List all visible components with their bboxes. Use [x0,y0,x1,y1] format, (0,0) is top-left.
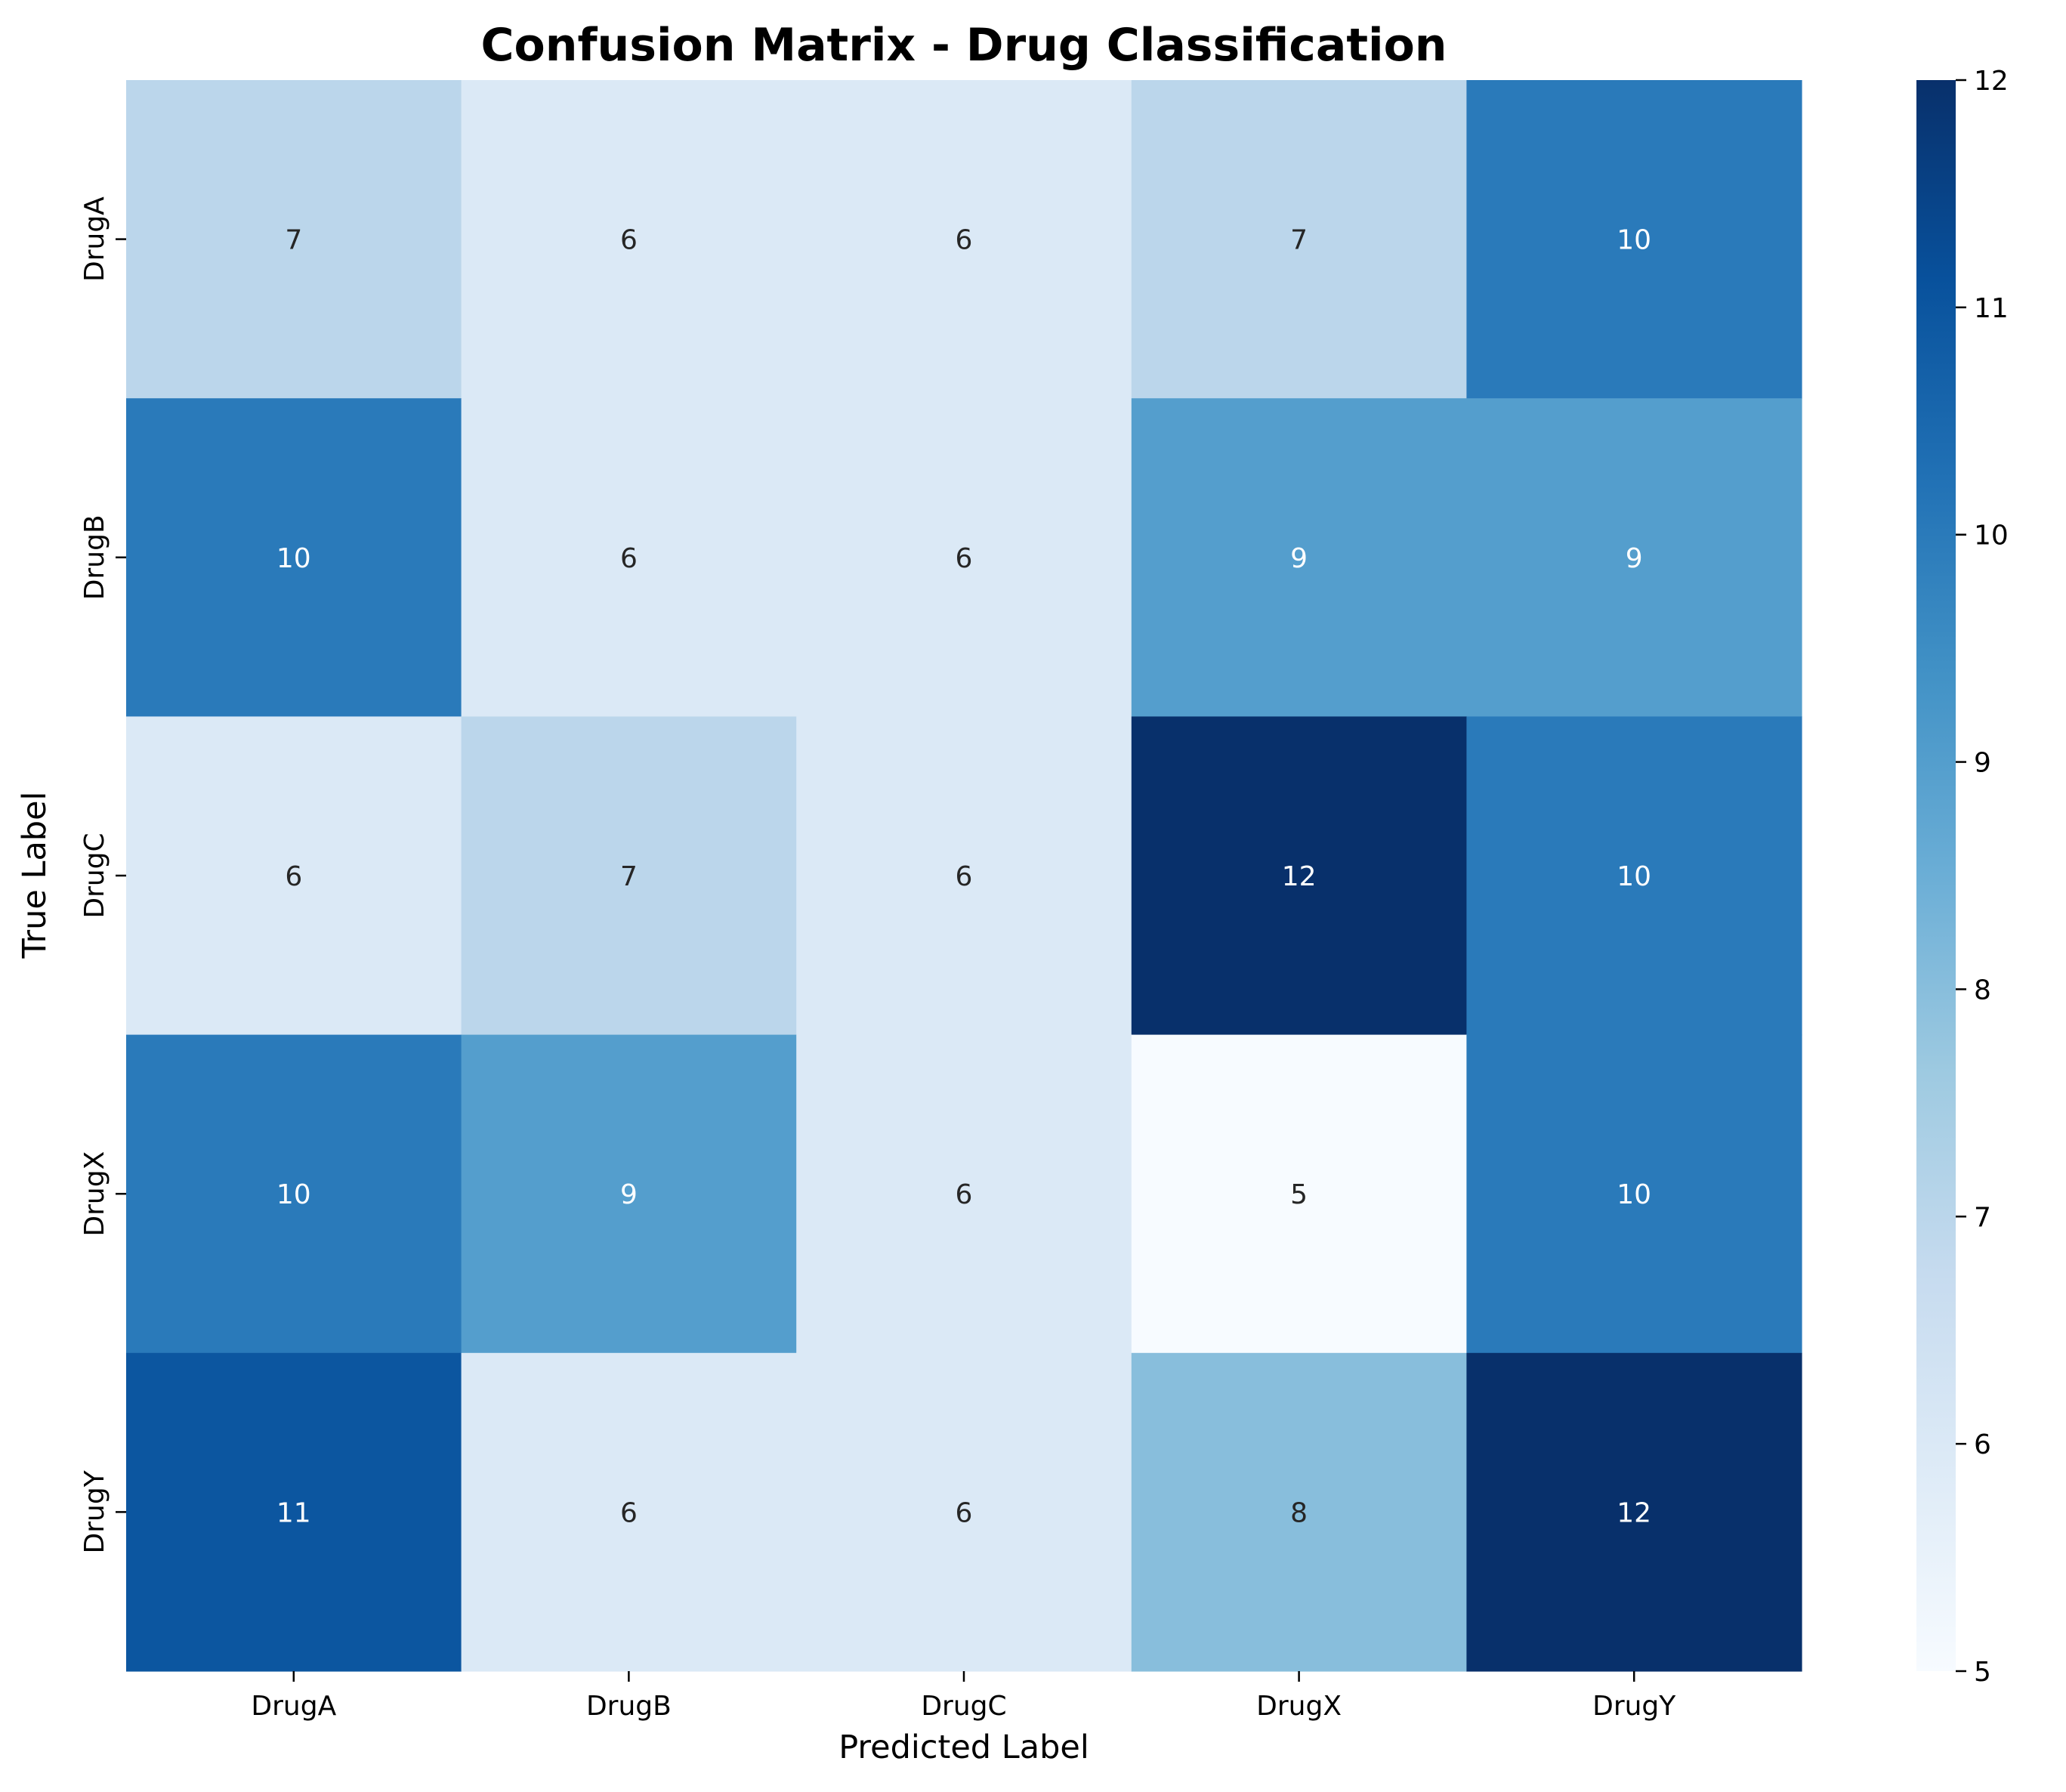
cell-value-label: 12 [1617,1497,1651,1528]
heatmap-cell-drugx-drugb [461,1034,797,1354]
cell-value-label: 5 [1290,1179,1308,1210]
cell-value-label: 9 [1290,543,1308,574]
heatmap-cell-drugx-drugc [796,1034,1132,1354]
cell-value-label: 9 [1626,543,1643,574]
colorbar-tick-label: 6 [1974,1429,1991,1460]
heatmap-cell-drugy-drugc [796,1352,1132,1672]
heatmap-cell-drugc-drugc [796,716,1132,1036]
heatmap-cell-drugx-drugx [1131,1034,1467,1354]
y-axis-ticks: DrugA DrugB DrugC DrugX DrugY [79,196,126,1553]
heatmap-cell-drugx-drugy [1466,1034,1802,1354]
y-tick-label: DrugA [79,196,110,282]
colorbar-tick-label: 11 [1974,293,2009,324]
cell-value-label: 10 [276,543,311,574]
heatmap-cells [126,80,1802,1672]
cell-value-label: 7 [620,861,638,892]
heatmap-cell-druga-drugy [1466,80,1802,399]
heatmap-cell-drugb-drugx [1131,398,1467,717]
y-axis-label: True Label [16,791,54,959]
heatmap-cell-druga-drugb [461,80,797,399]
colorbar-tick-label: 8 [1974,975,1991,1006]
cell-value-label: 10 [1617,861,1651,892]
heatmap-cell-drugb-drugc [796,398,1132,717]
cell-value-label: 10 [1617,1179,1651,1210]
colorbar [1916,80,1956,1671]
cell-value-label: 6 [620,1497,638,1528]
heatmap-cell-drugy-drugx [1131,1352,1467,1672]
x-tick-label: DrugY [1592,1691,1676,1722]
y-tick-label: DrugB [79,514,110,600]
cell-value-label: 6 [620,225,638,256]
heatmap-cell-druga-druga [126,80,462,399]
heatmap-cell-drugy-drugb [461,1352,797,1672]
cell-value-label: 6 [956,861,973,892]
x-axis-label: Predicted Label [838,1729,1089,1766]
cell-value-label: 10 [1617,225,1651,256]
heatmap-cell-labels: 7 6 6 7 10 10 6 6 9 9 6 7 6 12 10 10 9 6 5 10 11 6 6 8 12 [276,225,1651,1529]
cell-value-label: 7 [1290,225,1308,256]
cell-value-label: 6 [285,861,302,892]
cell-value-label: 10 [276,1179,311,1210]
x-axis-ticks: DrugA DrugB DrugC DrugX DrugY [251,1671,1676,1722]
heatmap-cell-drugc-druga [126,716,462,1036]
heatmap-cell-druga-drugc [796,80,1132,399]
cell-value-label: 11 [276,1497,311,1528]
colorbar-tick-label: 5 [1974,1657,1991,1688]
x-tick-label: DrugA [251,1691,336,1722]
x-tick-label: DrugX [1256,1691,1342,1722]
heatmap-cell-drugb-druga [126,398,462,717]
cell-value-label: 9 [620,1179,638,1210]
cell-value-label: 6 [620,543,638,574]
x-tick-label: DrugB [586,1691,672,1722]
y-tick-label: DrugX [79,1151,110,1237]
cell-value-label: 6 [956,1179,973,1210]
y-tick-label: DrugY [79,1469,110,1553]
cell-value-label: 7 [285,225,302,256]
x-tick-label: DrugC [921,1691,1006,1722]
cell-value-label: 8 [1290,1497,1308,1528]
cell-value-label: 12 [1282,861,1317,892]
y-tick-label: DrugC [79,833,110,918]
heatmap-cell-drugy-druga [126,1352,462,1672]
heatmap-cell-drugy-drugy [1466,1352,1802,1672]
colorbar-tick-label: 9 [1974,748,1991,779]
colorbar-tick-label: 12 [1974,66,2009,97]
heatmap-cell-drugx-druga [126,1034,462,1354]
heatmap-cell-drugc-drugb [461,716,797,1036]
heatmap-cell-drugc-drugy [1466,716,1802,1036]
heatmap-cell-drugc-drugx [1131,716,1467,1036]
heatmap-cell-drugb-drugb [461,398,797,717]
chart-title: Confusion Matrix - Drug Classification [480,19,1447,72]
cell-value-label: 6 [956,225,973,256]
colorbar-ticks: 5 6 7 8 9 10 11 12 [1956,66,2009,1688]
cell-value-label: 6 [956,543,973,574]
colorbar-tick-label: 7 [1974,1202,1991,1233]
colorbar-tick-label: 10 [1974,521,2009,552]
heatmap-cell-druga-drugx [1131,80,1467,399]
heatmap-cell-drugb-drugy [1466,398,1802,717]
cell-value-label: 6 [956,1497,973,1528]
